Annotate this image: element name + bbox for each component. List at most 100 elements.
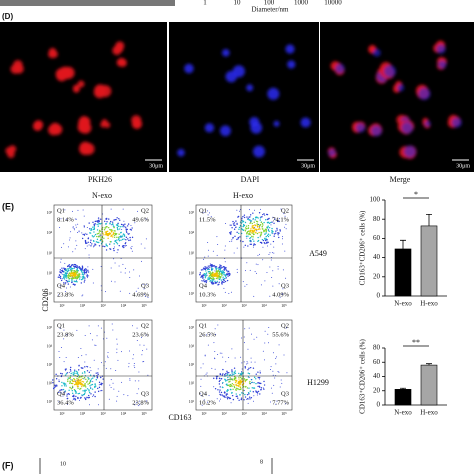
- event-dot: [285, 327, 287, 329]
- event-dot: [111, 230, 113, 233]
- event-dot: [206, 210, 208, 212]
- event-dot: [227, 275, 229, 277]
- event-dot: [74, 218, 76, 220]
- event-dot: [224, 275, 227, 277]
- event-dot: [231, 385, 233, 387]
- event-dot: [142, 350, 144, 352]
- event-dot: [205, 281, 208, 284]
- y-tick-label: 80: [373, 215, 381, 223]
- event-dot: [122, 263, 124, 265]
- flow-tick: 10⁴: [189, 343, 195, 348]
- event-dot: [207, 401, 209, 403]
- quadrant-name: Q3: [281, 282, 289, 289]
- event-dot: [225, 380, 227, 382]
- event-dot: [208, 277, 210, 279]
- error-bar: [426, 214, 432, 226]
- event-dot: [234, 377, 237, 379]
- event-dot: [66, 395, 68, 397]
- event-dot: [283, 213, 285, 215]
- event-dot: [80, 396, 82, 399]
- event-dot: [256, 232, 259, 235]
- event-dot: [258, 253, 260, 255]
- event-dot: [217, 389, 219, 391]
- event-dot: [211, 274, 213, 276]
- event-dot: [231, 391, 233, 394]
- event-dot: [118, 238, 120, 241]
- event-dot: [218, 271, 221, 274]
- event-dot: [238, 380, 240, 383]
- event-dot: [249, 269, 251, 271]
- event-dot: [70, 231, 72, 233]
- event-dot: [271, 392, 273, 394]
- event-dot: [251, 333, 253, 335]
- event-dot: [84, 277, 86, 279]
- event-dot: [232, 398, 235, 401]
- event-dot: [254, 271, 256, 273]
- event-dot: [264, 242, 266, 245]
- bar: [394, 248, 412, 297]
- event-dot: [243, 216, 246, 219]
- event-dot: [133, 365, 135, 367]
- event-dot: [102, 378, 104, 380]
- event-dot: [75, 224, 77, 226]
- flow-tick: 10⁵: [47, 210, 53, 215]
- quadrant-value: 36.4%: [57, 399, 74, 406]
- event-dot: [97, 217, 100, 219]
- event-dot: [143, 288, 145, 290]
- event-dot: [69, 376, 71, 379]
- event-dot: [245, 379, 247, 382]
- event-dot: [284, 226, 286, 228]
- event-dot: [78, 376, 80, 379]
- event-dot: [109, 229, 112, 231]
- event-dot: [61, 246, 63, 248]
- event-dot: [112, 223, 114, 225]
- event-dot: [276, 356, 278, 358]
- event-dot: [106, 221, 108, 223]
- y-tick-label: 100: [370, 196, 381, 204]
- event-dot: [231, 370, 233, 372]
- event-dot: [124, 223, 126, 225]
- red-cell: [72, 84, 80, 92]
- event-dot: [276, 229, 278, 231]
- event-dot: [64, 274, 67, 277]
- event-dot: [259, 219, 261, 221]
- image-edge: [0, 0, 175, 6]
- event-dot: [120, 239, 122, 241]
- event-dot: [75, 240, 77, 242]
- event-dot: [221, 374, 223, 376]
- event-dot: [123, 246, 125, 249]
- flow-tick: 10¹: [189, 399, 195, 404]
- event-dot: [90, 384, 93, 386]
- event-dot: [214, 266, 217, 268]
- quadrant-value: 49.6%: [132, 216, 149, 223]
- event-dot: [113, 230, 115, 232]
- event-dot: [96, 335, 98, 337]
- event-dot: [78, 364, 80, 367]
- event-dot: [74, 390, 77, 392]
- event-dot: [216, 274, 218, 276]
- event-dot: [253, 395, 255, 397]
- quadrant-value: 4.69%: [132, 291, 149, 298]
- event-dot: [234, 370, 237, 372]
- event-dot: [202, 269, 204, 271]
- event-dot: [129, 233, 131, 235]
- event-dot: [83, 270, 86, 272]
- event-dot: [204, 276, 207, 279]
- blue-nucleus: [397, 84, 405, 92]
- event-dot: [85, 271, 87, 274]
- event-dot: [69, 366, 72, 369]
- event-dot: [263, 387, 264, 389]
- event-dot: [261, 223, 264, 225]
- event-dot: [235, 381, 237, 383]
- event-dot: [99, 233, 101, 235]
- y-tick-label: 60: [373, 234, 381, 242]
- event-dot: [82, 271, 84, 273]
- event-dot: [111, 221, 114, 223]
- flow-tick: 10²: [189, 271, 195, 276]
- event-dot: [128, 366, 130, 368]
- event-dot: [73, 280, 75, 282]
- event-dot: [118, 218, 120, 220]
- event-dot: [121, 225, 123, 228]
- event-dot: [89, 387, 92, 390]
- event-dot: [217, 277, 219, 280]
